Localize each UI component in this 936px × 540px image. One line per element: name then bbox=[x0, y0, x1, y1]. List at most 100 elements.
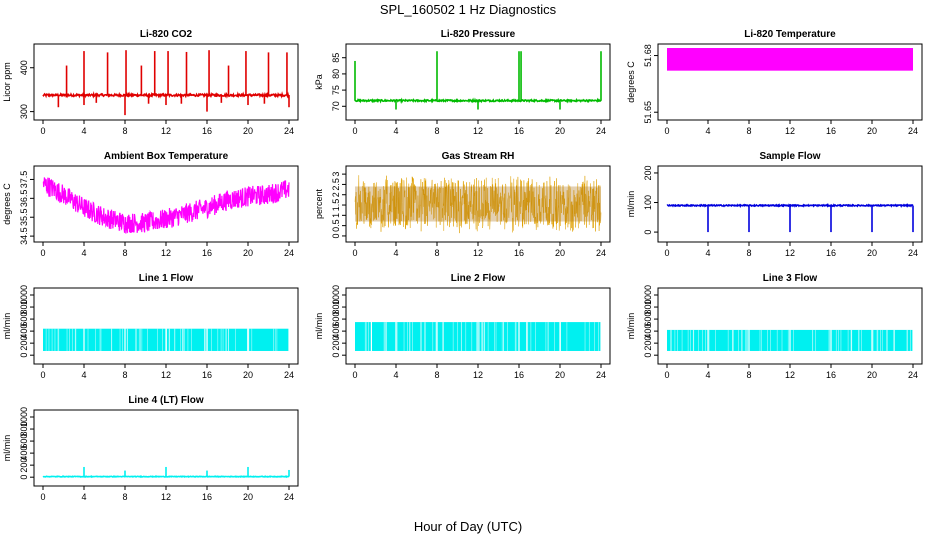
panel-ylabel: degrees C bbox=[2, 183, 12, 225]
x-tick-label: 12 bbox=[785, 370, 795, 380]
panel-title: Li-820 Pressure bbox=[441, 29, 516, 40]
data-core bbox=[355, 186, 601, 222]
x-tick-label: 24 bbox=[908, 370, 918, 380]
panel-ylabel: ml/min bbox=[626, 313, 636, 340]
x-tick-label: 4 bbox=[81, 248, 86, 258]
series-line4 bbox=[42, 466, 290, 479]
panel-pressure: Li-820 Pressure kPa 0 4 8 12 16 20 24 70 75 80 85 bbox=[314, 29, 611, 136]
x-tick-label: 4 bbox=[81, 492, 86, 502]
x-tick-label: 0 bbox=[352, 126, 357, 136]
y-tick-label: 80 bbox=[331, 69, 341, 79]
y-tick-label: 0.5 bbox=[331, 219, 341, 232]
y-tick-label: 800 bbox=[643, 300, 653, 315]
y-tick-label: 34.5 bbox=[19, 227, 29, 245]
x-tick-label: 0 bbox=[40, 248, 45, 258]
x-tick-label: 12 bbox=[473, 248, 483, 258]
y-tick-label: 2.5 bbox=[331, 178, 341, 191]
x-tick-label: 0 bbox=[664, 370, 669, 380]
x-tick-label: 8 bbox=[122, 126, 127, 136]
x-tick-label: 0 bbox=[40, 126, 45, 136]
x-tick-label: 24 bbox=[908, 248, 918, 258]
y-tick-label: 1 bbox=[331, 213, 341, 218]
panel-ylabel: percent bbox=[314, 188, 324, 219]
y-tick-label: 1000 bbox=[19, 407, 29, 427]
panel-title: Line 2 Flow bbox=[451, 273, 506, 284]
y-tick-label: 0 bbox=[19, 475, 29, 480]
x-tick-label: 12 bbox=[473, 126, 483, 136]
series-licor_temp bbox=[667, 48, 913, 71]
x-tick-label: 8 bbox=[746, 248, 751, 258]
y-tick-label: 0 bbox=[19, 353, 29, 358]
y-tick-label: 200 bbox=[643, 165, 653, 180]
x-tick-label: 20 bbox=[555, 126, 565, 136]
panel-licor_temp: Li-820 Temperature degrees C 0 4 8 12 16 20 24 51… bbox=[626, 29, 923, 136]
y-tick-label: 2 bbox=[331, 192, 341, 197]
x-tick-label: 12 bbox=[161, 492, 171, 502]
x-tick-label: 12 bbox=[161, 248, 171, 258]
x-tick-label: 4 bbox=[81, 126, 86, 136]
y-tick-label: 0 bbox=[331, 233, 341, 238]
x-tick-label: 0 bbox=[40, 492, 45, 502]
x-tick-label: 24 bbox=[596, 370, 606, 380]
x-tick-label: 20 bbox=[243, 370, 253, 380]
panel-title: Gas Stream RH bbox=[442, 151, 515, 162]
x-tick-label: 16 bbox=[514, 248, 524, 258]
series-line3 bbox=[667, 328, 914, 352]
x-tick-label: 8 bbox=[122, 370, 127, 380]
x-tick-label: 0 bbox=[664, 248, 669, 258]
y-tick-label: 85 bbox=[331, 53, 341, 63]
x-tick-label: 8 bbox=[746, 370, 751, 380]
y-tick-label: 800 bbox=[19, 300, 29, 315]
figure-xlabel: Hour of Day (UTC) bbox=[414, 519, 522, 534]
x-tick-label: 20 bbox=[867, 126, 877, 136]
y-tick-label: 400 bbox=[19, 446, 29, 461]
x-tick-label: 20 bbox=[243, 248, 253, 258]
x-tick-label: 16 bbox=[202, 248, 212, 258]
data-trace bbox=[354, 175, 602, 234]
y-tick-label: 0 bbox=[643, 230, 653, 235]
y-tick-label: 51.68 bbox=[643, 44, 653, 67]
y-tick-label: 600 bbox=[19, 312, 29, 327]
y-tick-label: 800 bbox=[331, 300, 341, 315]
x-tick-label: 24 bbox=[596, 126, 606, 136]
panel-ylabel: ml/min bbox=[2, 313, 12, 340]
y-tick-label: 3 bbox=[331, 172, 341, 177]
panel-line3: Line 3 Flow ml/min 0 4 8 12 16 20 24 0 20040060080… bbox=[626, 273, 923, 380]
x-tick-label: 12 bbox=[785, 126, 795, 136]
x-tick-label: 4 bbox=[705, 126, 710, 136]
panel-title: Line 3 Flow bbox=[763, 273, 818, 284]
y-tick-label: 200 bbox=[19, 336, 29, 351]
x-tick-label: 16 bbox=[826, 126, 836, 136]
y-tick-label: 75 bbox=[331, 85, 341, 95]
panel-title: Line 1 Flow bbox=[139, 273, 194, 284]
x-tick-label: 12 bbox=[161, 370, 171, 380]
panel-ylabel: Licor ppm bbox=[2, 62, 12, 102]
panel-ylabel: ml/min bbox=[314, 313, 324, 340]
x-tick-label: 24 bbox=[908, 126, 918, 136]
panel-co2: Li-820 CO2 Licor ppm 0 4 8 12 16 20 24 300 400 bbox=[2, 29, 299, 136]
y-tick-label: 1000 bbox=[331, 285, 341, 305]
x-tick-label: 24 bbox=[284, 370, 294, 380]
panel-ylabel: degrees C bbox=[626, 61, 636, 103]
y-tick-label: 300 bbox=[19, 104, 29, 119]
x-tick-label: 8 bbox=[434, 248, 439, 258]
x-tick-label: 4 bbox=[393, 126, 398, 136]
y-tick-label: 200 bbox=[19, 458, 29, 473]
panel-title: Line 4 (LT) Flow bbox=[128, 395, 204, 406]
series-box_temp bbox=[42, 177, 290, 235]
x-tick-label: 4 bbox=[81, 370, 86, 380]
y-tick-label: 1000 bbox=[643, 285, 653, 305]
x-tick-label: 16 bbox=[202, 126, 212, 136]
series-sample_flow bbox=[666, 203, 914, 233]
y-tick-label: 400 bbox=[331, 324, 341, 339]
panel-line2: Line 2 Flow ml/min 0 4 8 12 16 20 24 0 20040060080… bbox=[314, 273, 611, 380]
series-pressure bbox=[354, 51, 602, 110]
x-tick-label: 8 bbox=[746, 126, 751, 136]
x-tick-label: 8 bbox=[434, 126, 439, 136]
x-tick-label: 24 bbox=[284, 126, 294, 136]
y-tick-label: 400 bbox=[643, 324, 653, 339]
x-tick-label: 4 bbox=[393, 248, 398, 258]
